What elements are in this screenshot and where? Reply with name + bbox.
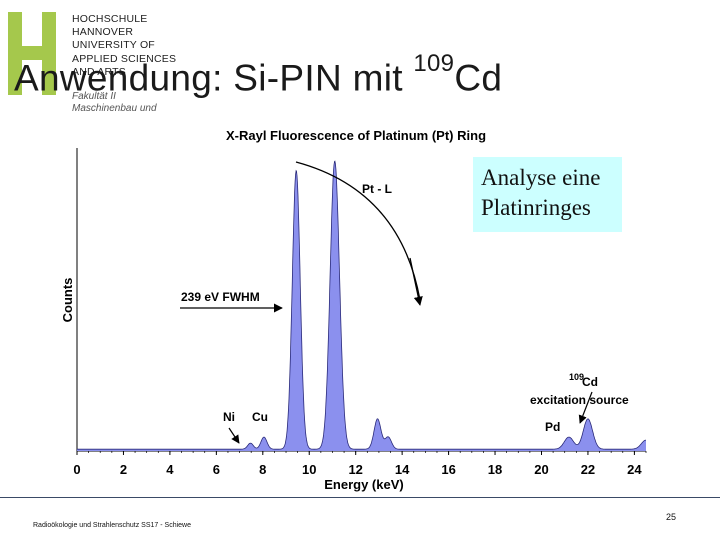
faculty-line: Fakultät II: [72, 91, 116, 102]
footer-text: Radioökologie und Strahlenschutz SS17 - …: [33, 522, 191, 529]
y-axis-label: Counts: [60, 278, 75, 323]
chart-title: X-Rayl Fluorescence of Platinum (Pt) Rin…: [226, 128, 486, 143]
callout-box: Analyse eine Platinringes: [473, 157, 622, 232]
x-tick-label: 8: [259, 462, 266, 477]
logo-wordmark: HOCHSCHULE HANNOVER UNIVERSITY OF APPLIE…: [72, 13, 176, 79]
x-tick-label: 0: [73, 462, 80, 477]
footer-divider: [0, 497, 720, 498]
x-tick-label: 18: [488, 462, 502, 477]
title-element: Cd: [454, 57, 503, 99]
logo-line: HANNOVER: [72, 26, 134, 39]
university-logo: HOCHSCHULE HANNOVER UNIVERSITY OF APPLIE…: [0, 10, 176, 115]
pt-l-arrow: [409, 257, 423, 306]
label-excitation: excitation source: [530, 393, 629, 407]
logo-h-icon: [8, 12, 56, 95]
x-tick-label: 4: [166, 462, 174, 477]
cd-arrow: [578, 391, 593, 424]
x-tick-label: 20: [534, 462, 548, 477]
spectrum-plot: [77, 160, 646, 451]
x-tick-label: 10: [302, 462, 316, 477]
x-tick-label: 2: [120, 462, 127, 477]
logo-faculty: Fakultät II Maschinenbau und: [72, 91, 157, 115]
faculty-line: Maschinenbau und: [72, 103, 157, 114]
x-axis-label: Energy (keV): [324, 477, 403, 492]
title-superscript: 109: [413, 50, 455, 77]
label-cu: Cu: [252, 410, 268, 424]
label-cd: Cd: [582, 375, 598, 389]
spectrum-fill: [77, 161, 646, 451]
logo-line: HOCHSCHULE: [72, 13, 148, 25]
label-fwhm: 239 eV FWHM: [181, 290, 260, 304]
label-pt-l: Pt - L: [362, 182, 392, 196]
chart-annotations: Pt - L 239 eV FWHM Ni Cu 109Cd excitation sou…: [180, 161, 629, 444]
x-tick-label: 6: [213, 462, 220, 477]
label-ni: Ni: [223, 410, 235, 424]
page-number: 25: [666, 512, 677, 522]
title-text: Anwendung: Si-PIN mit: [14, 57, 414, 99]
x-tick-label: 16: [441, 462, 455, 477]
slide-title: Anwendung: Si-PIN mit 109Cd: [14, 50, 503, 99]
ni-arrow: [228, 427, 240, 444]
logo-line: AND ARTS: [72, 65, 126, 78]
label-pd: Pd: [545, 420, 560, 434]
logo-line: APPLIED SCIENCES: [72, 52, 177, 65]
x-tick-label: 14: [395, 462, 410, 477]
x-tick-label: 24: [627, 462, 642, 477]
x-tick-label: 12: [348, 462, 362, 477]
xrf-chart: X-Rayl Fluorescence of Platinum (Pt) Rin…: [60, 128, 647, 492]
logo-line: UNIVERSITY OF: [72, 39, 155, 52]
spectrum-line: [77, 160, 646, 450]
pt-l-arc: [295, 161, 421, 301]
x-tick-label: 22: [581, 462, 595, 477]
label-cd-mass: 109: [569, 372, 584, 382]
